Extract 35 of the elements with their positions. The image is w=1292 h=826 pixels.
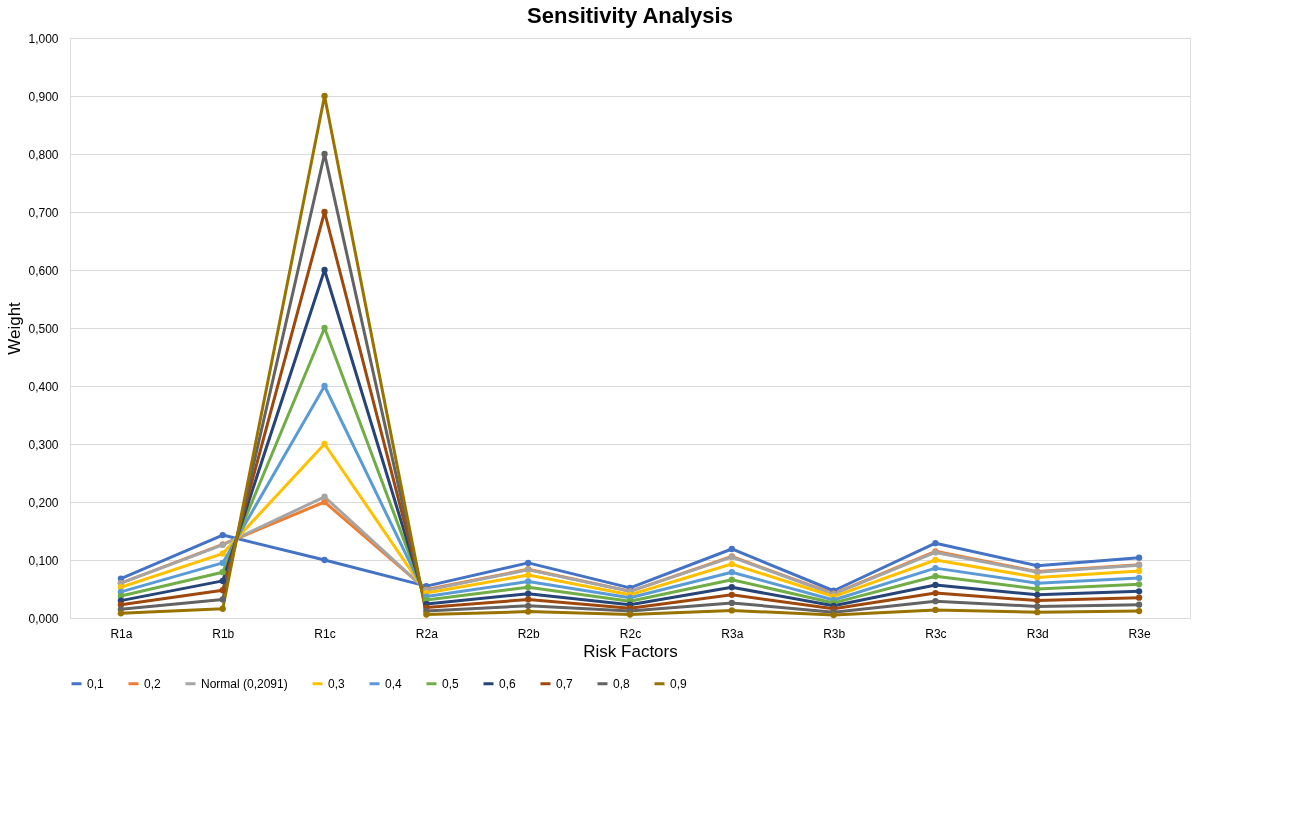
y-tick-label: 0,700	[28, 205, 59, 220]
x-axis-title: Risk Factors	[583, 641, 678, 661]
x-tick-label: R1a	[110, 626, 133, 641]
legend-label: 0,3	[328, 676, 346, 691]
legend-label: 0,4	[385, 676, 403, 691]
legend-label: Normal (0,2091)	[201, 676, 288, 691]
legend-label: 0,5	[442, 676, 460, 691]
x-tick-label: R3e	[1128, 626, 1151, 641]
x-tick-label: R3c	[925, 626, 947, 641]
y-tick-label: 0,400	[28, 379, 59, 394]
y-tick-label: 0,900	[28, 89, 59, 104]
x-tick-label: R3a	[721, 626, 744, 641]
y-tick-label: 0,200	[28, 495, 59, 510]
legend-label: 0,6	[499, 676, 517, 691]
y-tick-label: 0,000	[28, 611, 59, 626]
legend-label: 0,8	[613, 676, 631, 691]
legend-label: 0,9	[670, 676, 688, 691]
x-tick-label: R1c	[314, 626, 336, 641]
x-tick-label: R2a	[415, 626, 439, 641]
x-tick-label: R2b	[517, 626, 541, 641]
legend-label: 0,1	[87, 676, 105, 691]
x-tick-label: R1b	[212, 626, 235, 641]
legend-label: 0,7	[556, 676, 574, 691]
x-tick-label: R2c	[619, 626, 642, 641]
y-tick-label: 0,100	[28, 553, 59, 568]
legend-label: 0,2	[144, 676, 162, 691]
chart-title: Sensitivity Analysis	[527, 3, 733, 28]
y-tick-label: 0,600	[28, 263, 59, 278]
x-tick-label: R3b	[823, 626, 846, 641]
y-tick-label: 0,500	[28, 321, 59, 336]
x-tick-label: R3d	[1026, 626, 1049, 641]
y-tick-label: 0,300	[28, 437, 59, 452]
y-axis-title: Weight	[5, 301, 25, 355]
y-tick-label: 0,800	[28, 147, 59, 162]
y-tick-label: 1,000	[28, 31, 59, 46]
